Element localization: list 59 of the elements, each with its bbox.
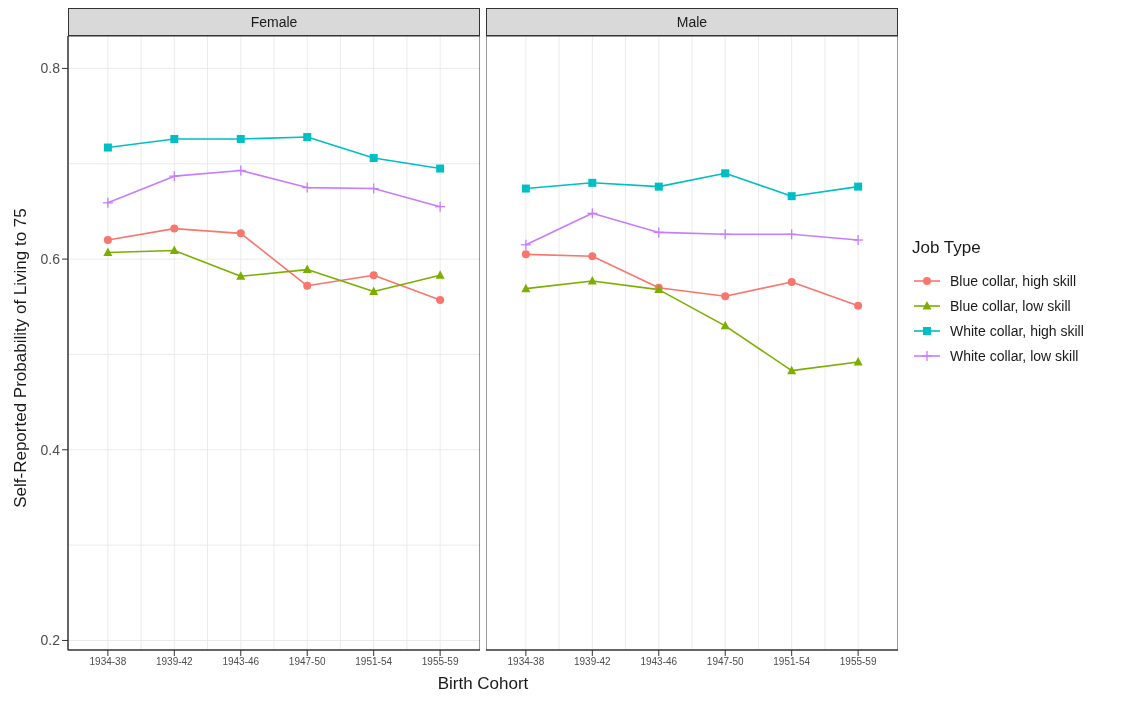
x-tick-label: 1955-59 bbox=[421, 656, 459, 668]
y-tick-label: 0.4 bbox=[40, 441, 61, 458]
x-tick-label: 1943-46 bbox=[222, 656, 260, 668]
point bbox=[588, 178, 597, 187]
point bbox=[587, 276, 597, 285]
chart-title: Male bbox=[486, 8, 898, 36]
point bbox=[521, 250, 530, 259]
point bbox=[435, 270, 445, 279]
chart-title: Female bbox=[68, 8, 480, 36]
x-tick-label: 1951-54 bbox=[355, 656, 393, 668]
point bbox=[236, 229, 245, 238]
point bbox=[853, 357, 863, 366]
point bbox=[720, 320, 730, 330]
point bbox=[369, 286, 379, 296]
legend-label: White collar, high skill bbox=[950, 322, 1084, 339]
point bbox=[521, 184, 530, 193]
point bbox=[854, 182, 863, 191]
point bbox=[436, 296, 445, 305]
x-axis-title: Birth Cohort bbox=[436, 674, 530, 694]
point bbox=[170, 134, 179, 143]
point bbox=[588, 252, 597, 261]
legend-label: Blue collar, low skill bbox=[950, 297, 1071, 314]
point bbox=[787, 277, 796, 286]
y-tick-label: 0.8 bbox=[40, 60, 61, 77]
point bbox=[854, 301, 863, 310]
x-tick-label: 1939-42 bbox=[155, 656, 194, 668]
point bbox=[721, 169, 730, 178]
legend-label: Blue collar, high skill bbox=[950, 272, 1077, 289]
legend-title: Job Type bbox=[912, 238, 982, 258]
point bbox=[103, 236, 112, 245]
point bbox=[103, 247, 113, 256]
point bbox=[169, 245, 179, 255]
x-tick-label: 1943-46 bbox=[640, 656, 678, 668]
point bbox=[787, 365, 797, 375]
x-tick-label: 1955-59 bbox=[839, 656, 877, 668]
point bbox=[369, 271, 378, 280]
point bbox=[436, 164, 445, 173]
y-tick-label: 0.6 bbox=[40, 251, 61, 268]
point bbox=[236, 271, 246, 280]
point bbox=[103, 143, 112, 152]
point bbox=[236, 134, 245, 143]
point bbox=[303, 281, 312, 290]
point bbox=[369, 154, 378, 163]
y-tick-label: 0.2 bbox=[40, 632, 61, 649]
point bbox=[787, 192, 796, 201]
y-axis-title: Self-Reported Probability of Living to 75 bbox=[11, 208, 31, 508]
x-tick-label: 1934-38 bbox=[507, 656, 545, 668]
point bbox=[654, 182, 663, 191]
x-tick-label: 1939-42 bbox=[573, 656, 612, 668]
x-tick-label: 1951-54 bbox=[773, 656, 811, 668]
x-tick-label: 1934-38 bbox=[89, 656, 127, 668]
x-tick-label: 1947-50 bbox=[288, 656, 327, 668]
point bbox=[521, 283, 531, 293]
legend-label: White collar, low skill bbox=[950, 347, 1079, 364]
point bbox=[721, 292, 730, 301]
point bbox=[303, 133, 312, 142]
point bbox=[302, 264, 312, 274]
x-tick-label: 1947-50 bbox=[706, 656, 745, 668]
point bbox=[170, 224, 179, 233]
